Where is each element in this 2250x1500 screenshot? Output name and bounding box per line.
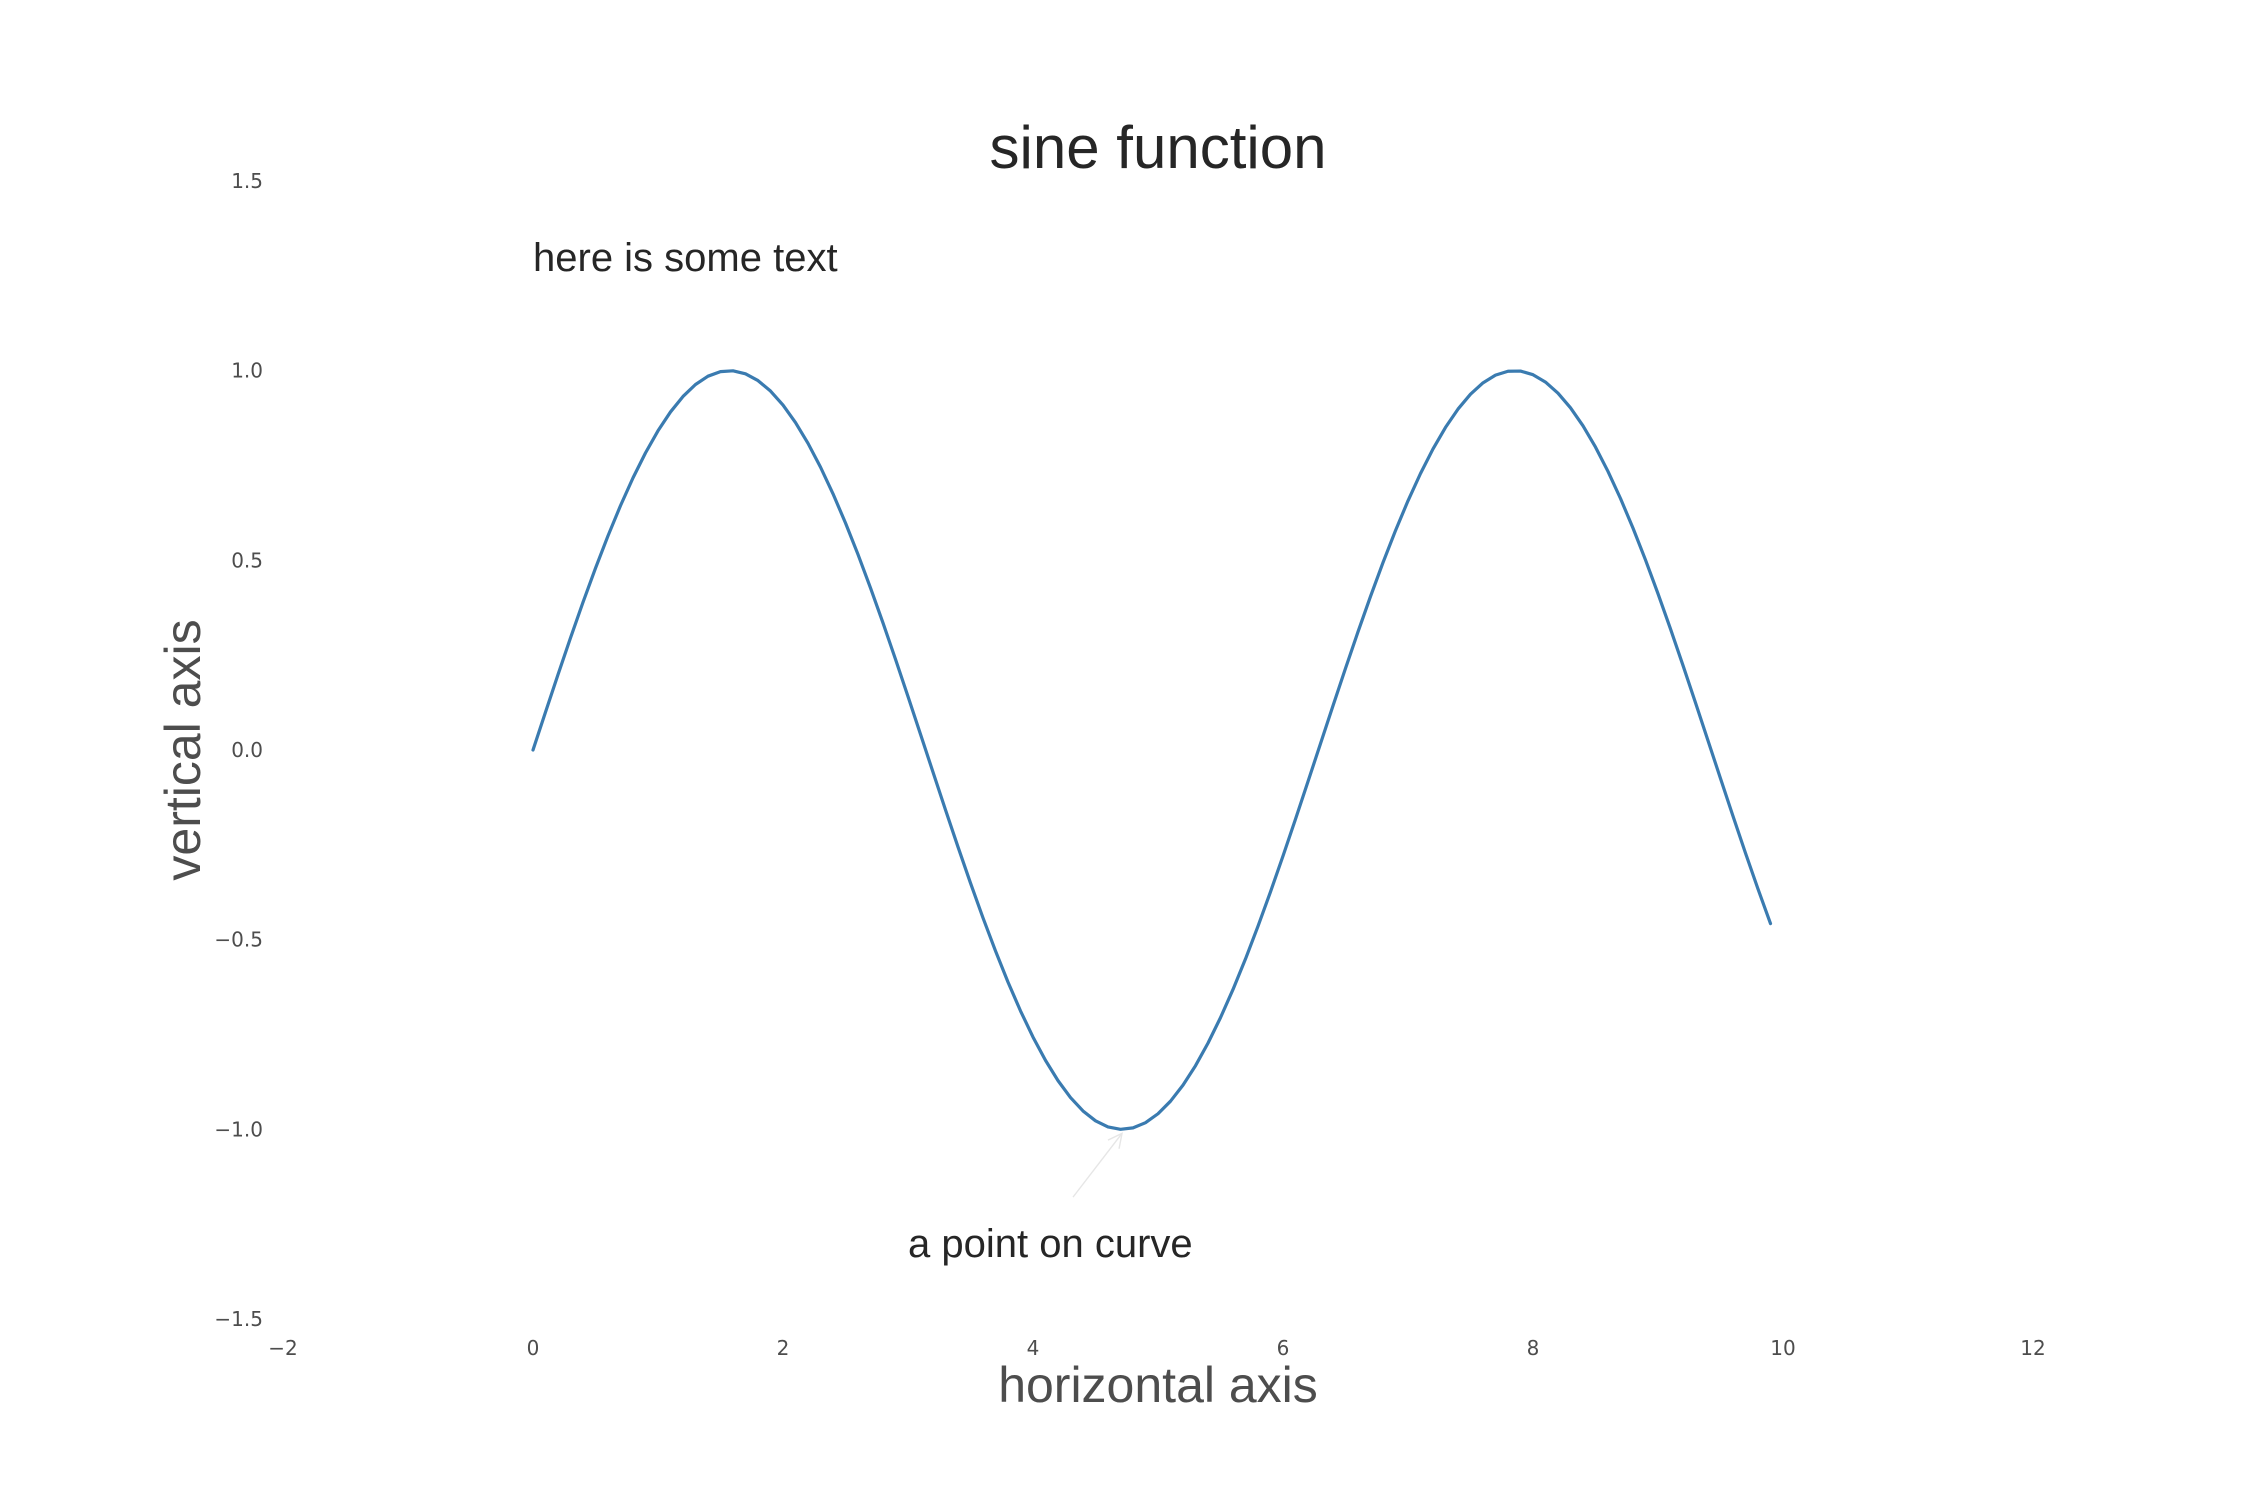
x-tick-label: 12	[2020, 1336, 2045, 1360]
sine-curve-line	[531, 369, 1773, 1131]
y-tick-labels: −1.5 −1.0 −0.5 0.0 0.5 1.0 1.5	[214, 169, 263, 1331]
y-tick-label: −1.0	[214, 1117, 263, 1141]
x-tick-labels: −2 0 2 4 6 8 10 12	[268, 1336, 2045, 1360]
x-tick-label: 10	[1770, 1336, 1795, 1360]
annotation-layer: here is some text a point on curve	[533, 236, 1193, 1266]
x-axis-label: horizontal axis	[998, 1357, 1318, 1413]
annotation-arrowhead	[1107, 1132, 1123, 1149]
annotation-arrow	[1072, 1132, 1123, 1198]
x-tick-label: 4	[1027, 1336, 1040, 1360]
y-tick-label: 0.5	[231, 548, 263, 572]
x-tick-label: 6	[1277, 1336, 1290, 1360]
x-tick-label: 0	[527, 1336, 540, 1360]
y-tick-label: 1.5	[231, 169, 263, 193]
chart-title: sine function	[990, 114, 1327, 181]
y-tick-label: −1.5	[214, 1307, 263, 1331]
y-axis-label: vertical axis	[155, 619, 211, 880]
x-tick-label: 2	[777, 1336, 790, 1360]
y-tick-label: 0.0	[231, 738, 263, 762]
series-layer	[531, 369, 1773, 1131]
y-tick-label: 1.0	[231, 359, 263, 383]
x-tick-label: −2	[268, 1336, 297, 1360]
y-tick-label: −0.5	[214, 928, 263, 952]
x-tick-label: 8	[1527, 1336, 1540, 1360]
annotation-text: here is some text	[533, 236, 838, 280]
annotation-text: a point on curve	[908, 1222, 1193, 1266]
